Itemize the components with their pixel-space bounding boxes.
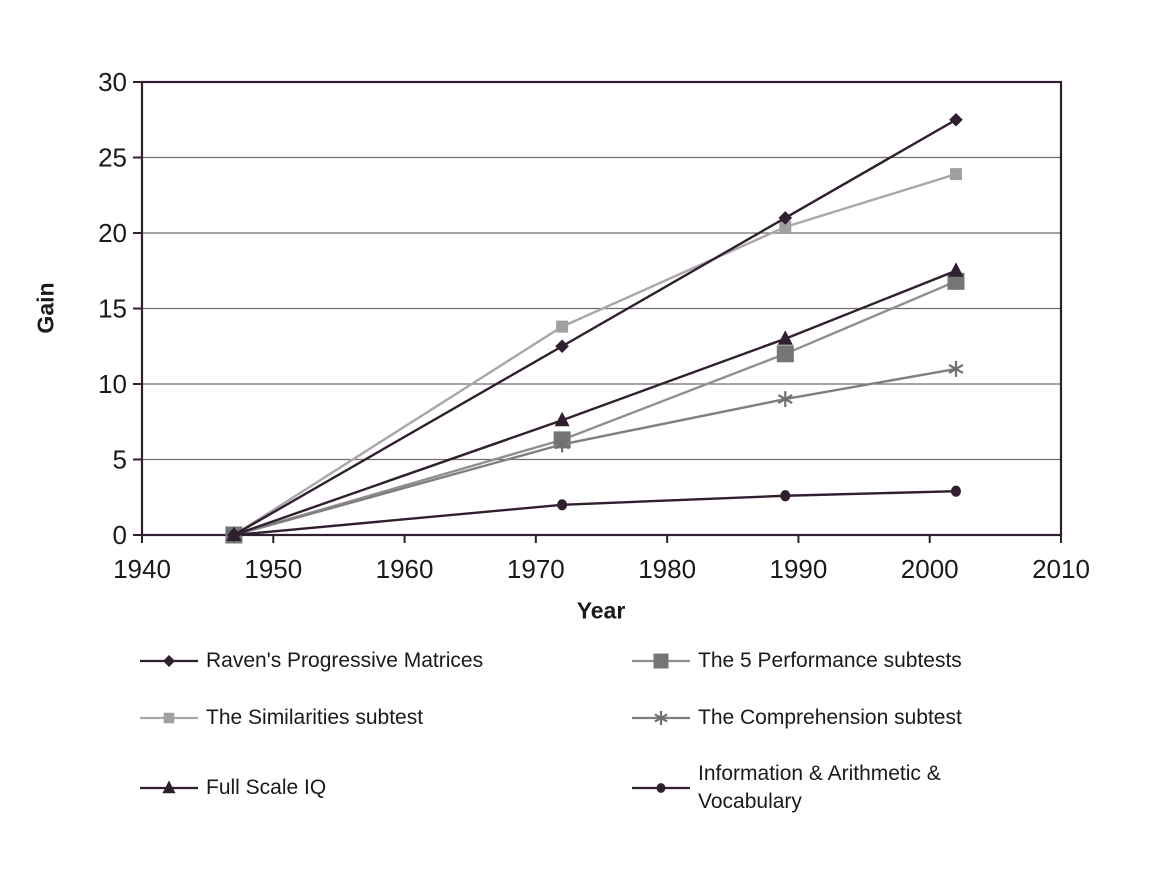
series-the-comprehension-subtest [226, 360, 964, 543]
marker-circle-icon [228, 529, 239, 541]
legend-item-information-arithmetic-vocabulary: Information & Arithmetic & Vocabulary [632, 760, 1045, 817]
y-axis-title: Gain [32, 282, 59, 334]
chart-legend: Raven's Progressive Matrices The 5 Perfor… [140, 646, 1045, 817]
legend-label: Raven's Progressive Matrices [206, 648, 484, 672]
marker-diamond-icon [555, 339, 569, 354]
marker-diamond-icon [778, 211, 793, 225]
y-tick-label: 30 [98, 67, 127, 97]
legend-marker-square-small-icon [140, 712, 198, 724]
marker-asterisk-icon [777, 391, 793, 408]
marker-triangle-icon [554, 411, 570, 427]
y-tick-label: 20 [98, 218, 127, 248]
marker-diamond-icon [949, 112, 963, 127]
x-tick-label: 1960 [376, 554, 434, 584]
marker-circle-icon [950, 485, 961, 497]
legend-marker-diamond-icon [140, 655, 198, 667]
legend-label: Information & Arithmetic & Vocabulary [698, 762, 941, 814]
marker-square-small-icon [556, 320, 569, 333]
marker-diamond-icon [163, 655, 175, 667]
series-line-raven-s-progressive-matrices [233, 118, 957, 537]
x-axis-title: Year [576, 597, 626, 624]
marker-square-small-icon [949, 168, 962, 181]
legend-item-full-scale-iq: Full Scale IQ [140, 773, 632, 803]
y-tick-label: 15 [98, 294, 127, 324]
marker-triangle-icon [777, 330, 793, 345]
marker-asterisk-icon [948, 360, 964, 377]
x-tick-label: 2010 [1032, 554, 1090, 584]
marker-asterisk-icon [554, 436, 570, 453]
legend-label: Full Scale IQ [206, 776, 327, 800]
series-the-similarities-subtest [227, 168, 962, 541]
legend-marker-triangle-icon [140, 780, 198, 794]
marker-asterisk-icon [654, 710, 668, 726]
legend-label: The Comprehension subtest [698, 705, 962, 729]
marker-square-large-icon [653, 653, 669, 669]
marker-square-small-icon [779, 220, 792, 233]
y-tick-label: 25 [98, 143, 127, 173]
marker-triangle-icon [948, 262, 964, 277]
series-line-full-scale-iq [233, 269, 957, 537]
series-line-the-5-performance-subtests [233, 280, 957, 537]
legend-marker-square-large-icon [632, 653, 690, 669]
legend-item-raven-s-progressive-matrices: Raven's Progressive Matrices [140, 646, 632, 676]
y-tick-label: 0 [113, 520, 127, 550]
plot-area: 1940 1950 1960 1970 1980 1990 2000 2010 0 5 10 15 20… [98, 67, 1090, 584]
marker-square-large-icon [947, 272, 965, 290]
x-tick-label: 2000 [901, 554, 959, 584]
legend-label: The 5 Performance subtests [698, 648, 962, 672]
legend-item-the-similarities-subtest: The Similarities subtest [140, 703, 632, 733]
series-raven-s-progressive-matrices [227, 112, 963, 542]
marker-circle-icon [780, 490, 791, 502]
y-tick-label: 10 [98, 369, 127, 399]
legend-marker-asterisk-icon [632, 710, 690, 726]
series-full-scale-iq [226, 262, 964, 541]
series-line-information-arithmetic-vocabulary [233, 490, 957, 537]
marker-triangle-icon [162, 780, 176, 794]
series-line-the-comprehension-subtest [233, 367, 957, 537]
legend-marker-circle-icon [632, 783, 690, 794]
series-line-the-similarities-subtest [233, 172, 957, 537]
x-tick-label: 1990 [770, 554, 828, 584]
x-tick-label: 1970 [507, 554, 565, 584]
x-tick-label: 1950 [244, 554, 302, 584]
legend-item-the-5-performance-subtests: The 5 Performance subtests [632, 646, 1045, 676]
y-tick-label: 5 [113, 445, 127, 475]
legend-label: The Similarities subtest [206, 705, 424, 729]
x-tick-label: 1940 [113, 554, 171, 584]
marker-circle-icon [656, 783, 666, 794]
legend-item-the-comprehension-subtest: The Comprehension subtest [632, 703, 1045, 733]
series-information-arithmetic-vocabulary [228, 485, 961, 541]
marker-circle-icon [557, 499, 568, 511]
marker-square-small-icon [163, 712, 175, 724]
marker-square-large-icon [776, 345, 794, 363]
x-tick-label: 1980 [638, 554, 696, 584]
